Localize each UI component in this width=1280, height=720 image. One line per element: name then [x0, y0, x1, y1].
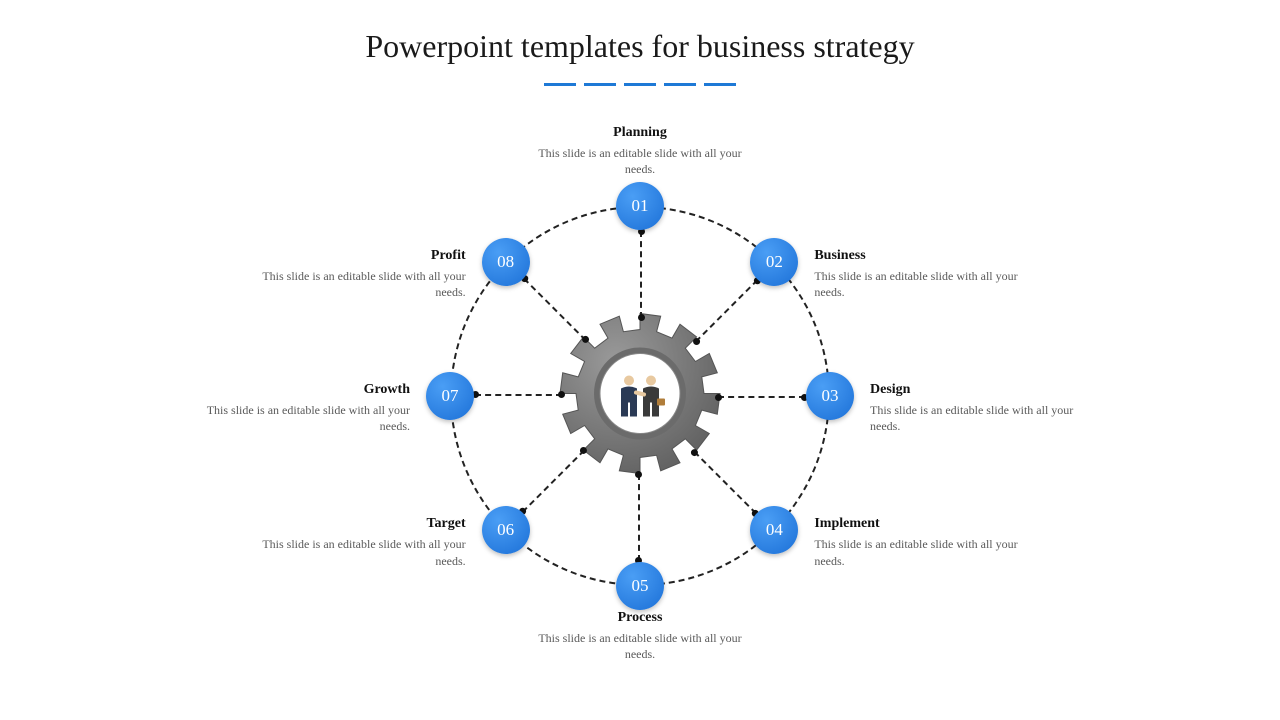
- label-planning: Planning This slide is an editable slide …: [535, 125, 745, 177]
- label-business: Business This slide is an editable slide …: [814, 247, 1024, 299]
- node-number: 08: [497, 252, 514, 272]
- label-desc: This slide is an editable slide with all…: [870, 402, 1080, 434]
- label-desc: This slide is an editable slide with all…: [200, 402, 410, 434]
- node-02: 02: [750, 238, 798, 286]
- node-01: 01: [616, 182, 664, 230]
- label-desc: This slide is an editable slide with all…: [814, 267, 1024, 299]
- page-title: Powerpoint templates for business strate…: [0, 0, 1280, 65]
- node-number: 02: [766, 252, 783, 272]
- title-underline: [0, 73, 1280, 91]
- node-08: 08: [482, 238, 530, 286]
- label-heading: Planning: [535, 125, 745, 141]
- label-desc: This slide is an editable slide with all…: [535, 145, 745, 177]
- node-number: 06: [497, 520, 514, 540]
- label-heading: Implement: [814, 516, 1024, 532]
- label-target: Target This slide is an editable slide wi…: [256, 516, 466, 568]
- label-heading: Growth: [200, 382, 410, 398]
- label-process: Process This slide is an editable slide w…: [535, 610, 745, 662]
- spoke: [718, 396, 805, 398]
- label-desc: This slide is an editable slide with all…: [256, 267, 466, 299]
- label-heading: Business: [814, 247, 1024, 263]
- label-design: Design This slide is an editable slide wi…: [870, 382, 1080, 434]
- node-05: 05: [616, 562, 664, 610]
- spoke: [638, 474, 640, 561]
- spoke: [475, 394, 562, 396]
- label-heading: Target: [256, 516, 466, 532]
- label-desc: This slide is an editable slide with all…: [535, 630, 745, 662]
- label-implement: Implement This slide is an editable slide…: [814, 516, 1024, 568]
- label-growth: Growth This slide is an editable slide wi…: [200, 382, 410, 434]
- node-number: 04: [766, 520, 783, 540]
- node-number: 01: [632, 196, 649, 216]
- node-number: 03: [822, 386, 839, 406]
- node-06: 06: [482, 506, 530, 554]
- label-desc: This slide is an editable slide with all…: [256, 536, 466, 568]
- spoke: [640, 231, 642, 318]
- node-number: 05: [632, 576, 649, 596]
- node-04: 04: [750, 506, 798, 554]
- label-desc: This slide is an editable slide with all…: [814, 536, 1024, 568]
- label-heading: Profit: [256, 247, 466, 263]
- node-07: 07: [426, 372, 474, 420]
- node-03: 03: [806, 372, 854, 420]
- node-number: 07: [442, 386, 459, 406]
- label-profit: Profit This slide is an editable slide wi…: [256, 247, 466, 299]
- radial-diagram: 01 Planning This slide is an editable slid…: [300, 116, 980, 676]
- label-heading: Design: [870, 382, 1080, 398]
- label-heading: Process: [535, 610, 745, 626]
